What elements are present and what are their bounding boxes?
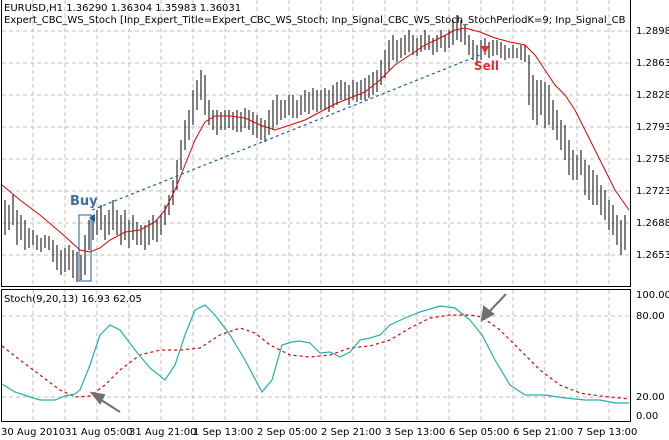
time-tick: 2 Sep 21:00 <box>321 427 382 438</box>
price-tick: 1.28980 <box>636 26 669 37</box>
price-tick: 1.28630 <box>636 58 669 69</box>
price-tick: 1.26880 <box>636 218 669 229</box>
price-chart-pane[interactable] <box>1 0 631 287</box>
time-tick: 6 Sep 21:00 <box>513 427 574 438</box>
buy-arrow-icon <box>89 214 95 222</box>
indicator-tick: 100.00 <box>636 290 669 301</box>
price-tick: 1.27230 <box>636 186 669 197</box>
time-tick: 1 Sep 13:00 <box>193 427 254 438</box>
moving-average-line <box>1 27 630 253</box>
annotation-arrows <box>89 293 507 413</box>
main-grid <box>2 0 629 286</box>
expert-info: Expert_CBC_WS_Stoch [Inp_Expert_Title=Ex… <box>4 15 626 26</box>
time-tick: 3 Sep 13:00 <box>385 427 446 438</box>
time-tick: 2 Sep 05:00 <box>257 427 318 438</box>
time-tick: 31 Aug 21:00 <box>129 427 197 438</box>
time-tick: 7 Sep 13:00 <box>577 427 638 438</box>
stochastic-indicator-pane[interactable] <box>1 289 631 422</box>
candlesticks <box>4 15 626 282</box>
trade-connection-line <box>91 54 481 211</box>
price-tick: 1.27580 <box>636 154 669 165</box>
sell-label: Sell <box>474 59 500 73</box>
buy-label: Buy <box>70 194 98 209</box>
indicator-legend: Stoch(9,20,13) 16.93 62.05 <box>4 294 142 305</box>
stoch-main-line <box>1 304 629 404</box>
sell-arrow-icon <box>481 46 489 54</box>
symbol-info: EURUSD,H1 1.36290 1.36304 1.35983 1.3603… <box>4 3 242 14</box>
indicator-grid <box>2 290 629 420</box>
time-tick: 6 Sep 05:00 <box>449 427 510 438</box>
price-tick: 1.26530 <box>636 250 669 261</box>
indicator-tick: 80.00 <box>636 311 665 322</box>
time-tick: 30 Aug 2010 <box>1 427 66 438</box>
price-tick: 1.28280 <box>636 90 669 101</box>
time-tick: 31 Aug 05:00 <box>65 427 133 438</box>
indicator-tick: 0.00 <box>636 411 659 422</box>
price-tick: 1.27930 <box>636 122 669 133</box>
indicator-tick: 20.00 <box>636 392 665 403</box>
stoch-signal-line <box>1 314 630 400</box>
buy-signal-box <box>78 214 92 282</box>
